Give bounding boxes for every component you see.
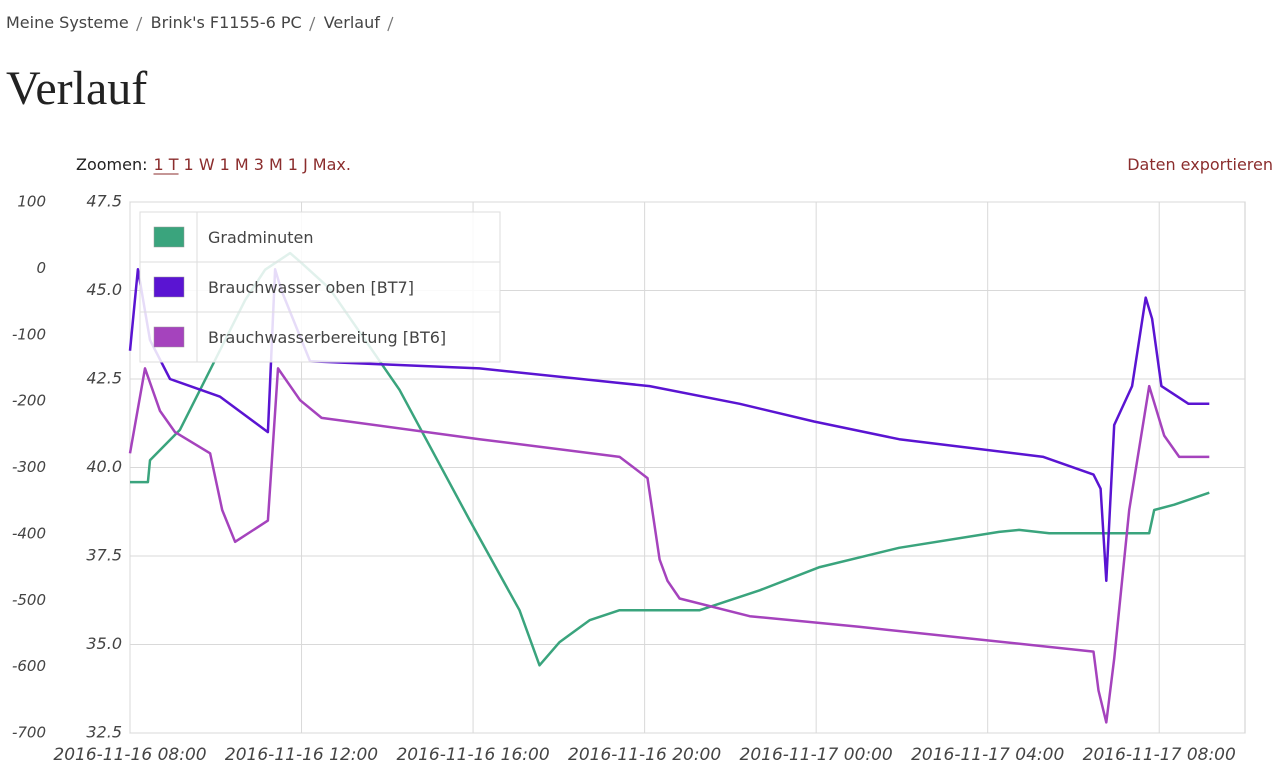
series-line (128, 268, 1210, 583)
y2-tick-label: -100 (12, 325, 46, 343)
y-tick-label: 40.0 (86, 457, 122, 476)
y2-tick-label: -200 (12, 392, 46, 410)
zoom-option[interactable]: 1 M (220, 155, 249, 174)
zoom-bar: Zoomen: 1 T 1 W 1 M 3 M 1 J Max. (76, 155, 351, 175)
breadcrumb-separator (309, 16, 316, 32)
y2-tick-label: -700 (12, 724, 46, 742)
y2-tick-label: -600 (12, 657, 46, 675)
y-tick-label: 37.5 (86, 546, 122, 565)
x-tick-label: 2016-11-16 16:00 (396, 745, 549, 765)
breadcrumb-separator (136, 16, 143, 32)
x-tick-label: 2016-11-16 20:00 (568, 745, 721, 765)
legend-swatch (153, 326, 185, 348)
y2-tick-label: -300 (12, 458, 46, 476)
legend-box (139, 211, 501, 363)
series-line (128, 367, 1210, 724)
page-title: Verlauf (6, 62, 147, 115)
breadcrumb-link[interactable]: Verlauf (324, 13, 381, 32)
legend-swatch (153, 276, 185, 298)
y2-tick-label: 0 (36, 259, 46, 277)
breadcrumb: Meine Systeme Brink's F1155-6 PC Verlauf (6, 13, 394, 32)
y-tick-label: 42.5 (86, 369, 122, 388)
y-tick-label: 35.0 (86, 634, 122, 653)
legend-label: Brauchwasser oben [BT7] (208, 278, 414, 297)
chart: 32.5 35.0 37.5 40.0 42.5 45.0 47.5 -700 -600 -500… (12, 192, 1245, 765)
x-tick-label: 2016-11-17 08:00 (1083, 745, 1236, 765)
x-tick-label: 2016-11-17 00:00 (740, 745, 893, 765)
x-tick-label: 2016-11-16 12:00 (225, 745, 378, 765)
export-link[interactable]: Daten exportieren (1127, 155, 1273, 174)
y2-tick-label: -400 (12, 524, 46, 542)
zoom-option[interactable]: 3 M (254, 155, 283, 174)
breadcrumb-separator (387, 16, 394, 32)
zoom-option[interactable]: 1 T (154, 155, 179, 174)
y-tick-label: 32.5 (86, 723, 122, 742)
zoom-option[interactable]: 1 J (288, 155, 308, 174)
legend-label: Gradminuten (208, 228, 314, 247)
legend-label: Brauchwasserbereitung [BT6] (208, 328, 446, 347)
legend: Gradminuten Brauchwasser oben [BT7] Brauch… (139, 211, 501, 363)
y2-tick-label: -500 (12, 591, 46, 609)
breadcrumb-link[interactable]: Meine Systeme (6, 13, 129, 32)
zoom-option[interactable]: 1 W (184, 155, 215, 174)
y2-tick-label: 100 (17, 193, 46, 211)
zoom-label: Zoomen: (76, 155, 148, 174)
x-tick-label: 2016-11-16 08:00 (53, 745, 206, 765)
x-tick-label: 2016-11-17 04:00 (911, 745, 1064, 765)
legend-swatch (153, 226, 185, 248)
zoom-option[interactable]: Max. (313, 155, 351, 174)
y-tick-label: 45.0 (86, 280, 122, 299)
y-tick-label: 47.5 (86, 192, 122, 211)
breadcrumb-link[interactable]: Brink's F1155-6 PC (151, 13, 302, 32)
